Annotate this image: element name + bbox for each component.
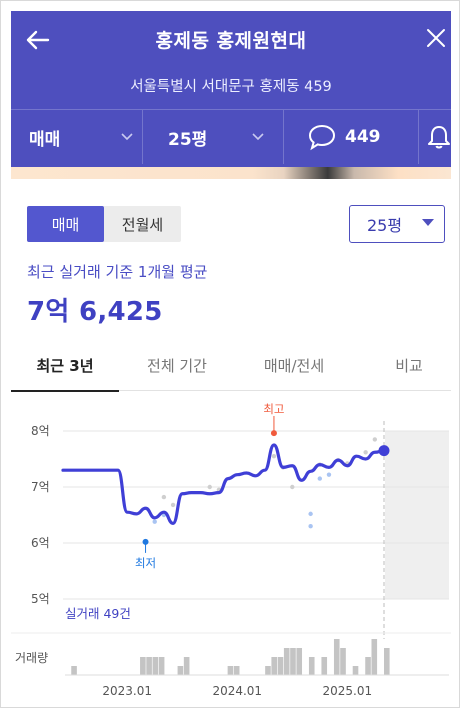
trade-count-label: 실거래 49건 [65, 606, 131, 621]
average-price-value: 7억 6,425 [27, 297, 163, 327]
comment-count: 449 [345, 127, 381, 147]
area-label: 25평 [168, 129, 208, 150]
filter-divider [418, 110, 419, 164]
speech-bubble-icon [308, 124, 336, 151]
trade-point [308, 511, 313, 517]
volume-bar [227, 666, 234, 675]
x-tick-label: 2025.01 [323, 684, 373, 698]
deal-type-label: 매매 [29, 129, 61, 150]
trade-point [308, 524, 313, 529]
y-tick-label: 5억 [31, 592, 50, 606]
volume-bar [283, 648, 290, 675]
filter-divider [142, 110, 143, 164]
volume-bar [384, 648, 390, 675]
volume-bar [146, 657, 152, 675]
volume-bar [233, 666, 240, 675]
close-icon[interactable] [425, 27, 447, 49]
trade-point [317, 476, 322, 481]
volume-bar [352, 666, 359, 675]
volume-bar [183, 657, 190, 675]
y-tick-label: 7억 [31, 480, 50, 494]
future-region [385, 431, 449, 599]
photo-strip [11, 167, 451, 179]
volume-bar [265, 666, 271, 675]
bell-icon[interactable] [427, 124, 451, 150]
trade-point [363, 450, 368, 455]
chevron-down-icon [252, 133, 264, 141]
max-marker-dot [270, 430, 277, 437]
deal-type-toggle: 매매 전월세 [27, 206, 181, 242]
min-marker-label: 최저 [135, 556, 156, 570]
toggle-sale-button[interactable]: 매매 [27, 206, 104, 242]
comments-button[interactable]: 449 [307, 110, 417, 164]
volume-bar [321, 657, 328, 675]
area-select-value: 25평 [367, 216, 403, 235]
x-tick-label: 2024.01 [212, 684, 262, 698]
volume-bar [296, 648, 303, 675]
volume-bar [277, 657, 284, 675]
apartment-address: 서울특별시 서대문구 홍제동 459 [130, 79, 332, 95]
tab-compare[interactable]: 비교 [395, 356, 423, 375]
average-price-label: 최근 실거래 기준 1개월 평균 [27, 263, 208, 281]
area-dropdown[interactable]: 25평 [168, 110, 286, 164]
current-price-dot [378, 445, 390, 457]
tab-all-period[interactable]: 전체 기간 [147, 356, 207, 375]
app-header: 홍제동 홍제원현대 서울특별시 서대문구 홍제동 459 매매 25평 [11, 11, 451, 167]
header-filter-row: 매매 25평 449 [11, 109, 451, 164]
volume-bar [333, 639, 340, 675]
deal-type-dropdown[interactable]: 매매 [29, 110, 147, 164]
toggle-rent-button[interactable]: 전월세 [121, 215, 164, 234]
volume-bar [340, 648, 346, 675]
trade-point [372, 437, 378, 442]
trade-point [290, 484, 295, 490]
trade-point [326, 472, 332, 477]
trade-point [161, 494, 167, 500]
trade-point [207, 484, 212, 490]
volume-label: 거래량 [15, 651, 48, 665]
max-marker-label: 최고 [263, 402, 284, 416]
volume-bar [140, 657, 146, 675]
volume-bar [290, 648, 296, 675]
volume-bar [271, 657, 278, 675]
y-tick-label: 8억 [31, 424, 50, 438]
chevron-down-icon [121, 133, 133, 141]
volume-bar [308, 657, 315, 675]
volume-bar [177, 666, 184, 675]
tab-recent-3y[interactable]: 최근 3년 [11, 339, 119, 392]
x-tick-label: 2023.01 [102, 684, 152, 698]
tab-sale-vs-jeonse[interactable]: 매매/전세 [263, 356, 325, 375]
trade-point [170, 502, 176, 508]
volume-bar [371, 639, 378, 675]
trade-point [152, 519, 157, 524]
trade-point [271, 454, 277, 459]
area-select[interactable]: 25평 [349, 205, 445, 243]
price-trend-line [61, 443, 386, 525]
volume-bar [158, 657, 165, 675]
back-arrow-icon[interactable] [25, 27, 51, 53]
volume-bar [365, 657, 371, 675]
caret-down-icon [422, 219, 434, 226]
y-tick-label: 6억 [31, 536, 50, 550]
volume-bar [152, 657, 159, 675]
volume-bar [71, 666, 77, 675]
period-tabs: 최근 3년 전체 기간 매매/전세 비교 [11, 339, 451, 392]
apartment-title: 홍제동 홍제원현대 [155, 30, 307, 52]
filter-divider [283, 110, 284, 164]
